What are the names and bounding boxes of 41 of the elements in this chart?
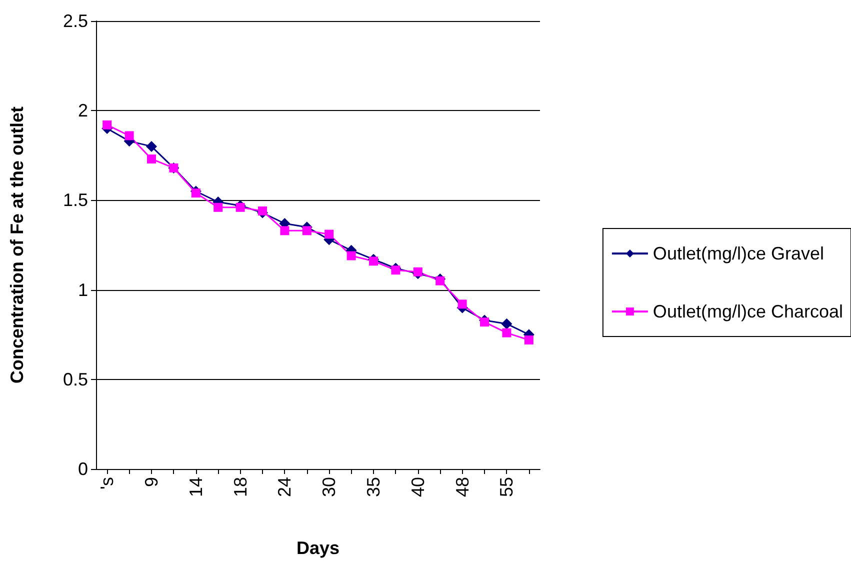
y-tick-label: 2 [78,100,88,121]
point [501,318,512,330]
point [147,154,156,164]
y-axis-title: Concentration of Fe at the outlet [7,106,27,384]
legend-label: Outlet(mg/l)ce Charcoal [652,302,844,322]
point [369,256,378,266]
point [258,206,267,216]
point [236,202,245,212]
point [346,251,356,260]
y-tick-label: 0.5 [62,369,88,390]
y-tick-label: 1 [78,280,88,300]
point [191,188,200,198]
point [324,230,334,239]
point [413,267,422,276]
x-tick-label: 40 [408,477,428,498]
x-tick-label: 30 [319,477,340,498]
point [302,226,312,236]
x-axis-title: Days [296,538,340,558]
point [391,266,400,275]
x-tick-label: 35 [364,477,384,498]
point [524,335,534,344]
point [480,318,489,327]
point [280,226,290,236]
legend-label: Outlet(mg/l)ce Gravel [652,244,824,264]
point [146,140,157,152]
point [214,202,223,212]
point [458,300,467,309]
x-tick-label: 48 [452,477,472,498]
point [502,328,512,338]
y-tick-label: 0 [78,459,88,479]
x-tick-label: 9 [142,477,162,488]
x-tick-label: 24 [274,477,295,498]
x-tick-label: 's [97,477,118,490]
x-tick-label: 55 [496,477,517,498]
x-tick-label: 18 [230,477,250,498]
point [124,131,134,140]
point [102,120,112,130]
y-tick-label: 2.5 [62,11,88,31]
point [436,276,445,286]
y-tick-label: 1.5 [62,190,88,210]
x-tick-label: 14 [186,477,206,498]
